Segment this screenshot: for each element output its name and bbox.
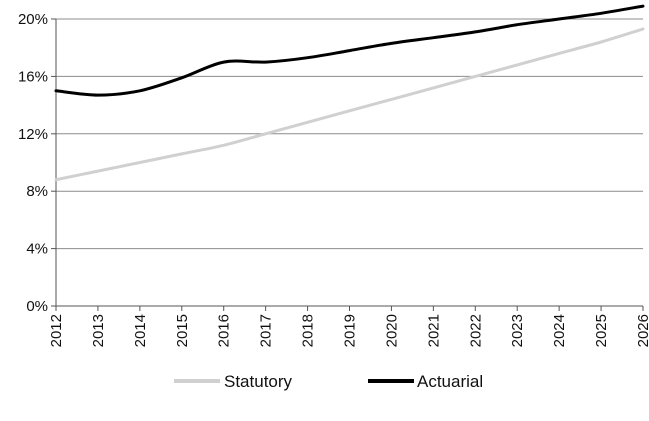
x-tick-label: 2023 — [509, 314, 526, 347]
legend: Statutory Actuarial — [174, 372, 483, 391]
x-tick-label: 2022 — [467, 314, 484, 347]
y-tick-label: 20% — [18, 11, 48, 28]
x-tick-label: 2021 — [425, 314, 442, 347]
x-tick-label: 2018 — [300, 314, 317, 347]
y-tick-label: 12% — [18, 126, 48, 143]
x-tick-label: 2024 — [551, 314, 568, 347]
x-tick-labels: 2012 2013 2014 2015 2016 2017 2018 2019 2020 2021… — [48, 314, 649, 347]
x-tick-label: 2025 — [593, 314, 610, 347]
x-tick-label: 2016 — [216, 314, 233, 347]
x-tick-label: 2015 — [174, 314, 191, 347]
x-tick-label: 2014 — [132, 314, 149, 347]
y-tick-label: 0% — [26, 298, 48, 315]
x-tick-label: 2013 — [90, 314, 107, 347]
y-tick-label: 16% — [18, 68, 48, 85]
axes — [51, 19, 643, 311]
x-tick-label: 2026 — [635, 314, 649, 347]
y-tick-label: 8% — [26, 183, 48, 200]
legend-label-actuarial: Actuarial — [417, 372, 483, 391]
x-tick-label: 2019 — [342, 314, 359, 347]
x-tick-label: 2017 — [258, 314, 275, 347]
legend-label-statutory: Statutory — [224, 372, 293, 391]
y-tick-labels: 0% 4% 8% 12% 16% 20% — [18, 11, 48, 315]
series-lines — [56, 6, 643, 180]
y-tick-label: 4% — [26, 241, 48, 258]
x-tick-label: 2012 — [48, 314, 65, 347]
x-tick-label: 2020 — [383, 314, 400, 347]
